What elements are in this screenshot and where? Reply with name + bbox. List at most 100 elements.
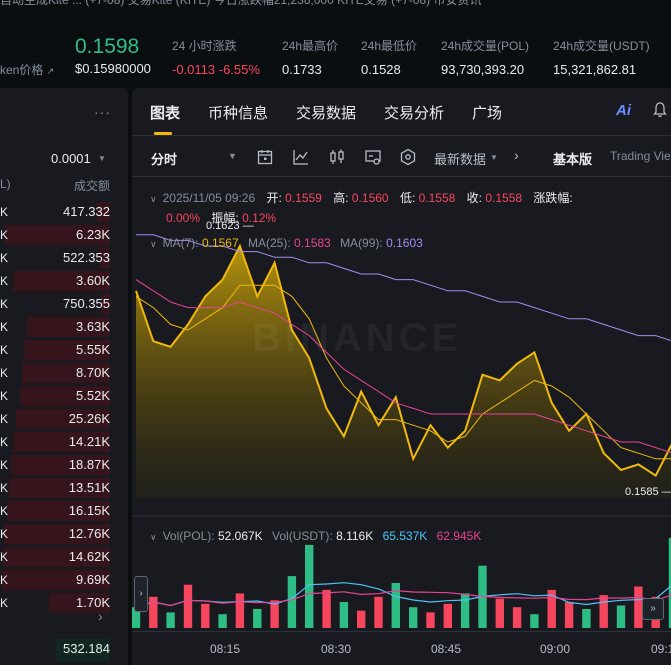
order-book-row[interactable]: K 12.76K: [0, 522, 128, 545]
vol-ma2-value: 62.945K: [436, 529, 482, 543]
volume-bar: [495, 598, 504, 628]
chart-settings-icon[interactable]: [364, 148, 382, 166]
latest-data-select[interactable]: 最新数据: [434, 152, 487, 167]
chevron-right-icon[interactable]: ›: [98, 608, 103, 624]
precision-select[interactable]: 0.0001: [51, 151, 91, 166]
last-price-marker: 0.1585 —: [625, 486, 671, 498]
order-book-row[interactable]: K 16.15K: [0, 499, 128, 522]
order-book-row[interactable]: K 5.55K: [0, 338, 128, 361]
price-currency-label[interactable]: ken价格 ↗: [0, 61, 54, 78]
active-tab-indicator: [154, 132, 172, 135]
vol-ma1-value: 65.537K: [382, 529, 428, 543]
volume-bar: [183, 584, 193, 628]
calendar-icon[interactable]: [256, 148, 274, 166]
price-usd: $0.15980000: [75, 61, 151, 76]
ticker-header: 0.1598 ken价格 ↗ $0.15980000 24 小时涨跌 -0.01…: [0, 8, 671, 86]
more-options-icon[interactable]: ···: [94, 104, 111, 120]
order-book-row[interactable]: K 3.63K: [0, 315, 128, 338]
order-book-row[interactable]: K 9.69K: [0, 568, 128, 591]
indicator-chart-icon[interactable]: [292, 148, 310, 166]
tab-trading-data[interactable]: 交易数据: [296, 105, 357, 122]
candlestick-icon[interactable]: [328, 148, 346, 166]
chevron-down-icon[interactable]: ∨: [150, 532, 157, 542]
volume-bar: [287, 576, 297, 628]
order-amount: 3.63K: [76, 319, 110, 334]
volume-bar: [582, 609, 591, 628]
tab-trading-analysis[interactable]: 交易分析: [384, 105, 445, 122]
hexagon-settings-icon[interactable]: [399, 148, 417, 166]
order-book-row[interactable]: K 14.21K: [0, 430, 128, 453]
chevron-down-icon[interactable]: ▼: [490, 153, 498, 162]
order-amount: 522.353: [63, 250, 110, 265]
order-quantity-suffix: K: [0, 274, 9, 288]
chart-canvas[interactable]: [132, 178, 671, 631]
open-value: 0.1559: [285, 191, 322, 205]
order-book-row[interactable]: K 18.87K: [0, 453, 128, 476]
chevron-right-icon[interactable]: ›: [514, 147, 519, 163]
order-book-row[interactable]: K 417.332: [0, 200, 128, 223]
stat-label: 24h成交量(USDT): [553, 39, 650, 53]
time-tick: 08:45: [431, 642, 462, 656]
price-area: [136, 246, 671, 498]
tab-chart[interactable]: 图表: [150, 105, 181, 122]
ma7-line: [135, 284, 671, 460]
order-book-buy-row[interactable]: 532.184: [0, 635, 128, 665]
order-quantity-suffix: K: [0, 320, 9, 334]
depth-bar: [11, 455, 110, 475]
order-book-row[interactable]: K 13.51K: [0, 476, 128, 499]
chevron-down-icon[interactable]: ∨: [150, 194, 157, 204]
ma7-label: MA(7):: [162, 236, 199, 250]
tab-coin-info[interactable]: 币种信息: [208, 105, 269, 122]
order-book-row[interactable]: K 14.62K: [0, 545, 128, 568]
ma99-line: [136, 234, 671, 342]
order-book-row[interactable]: K 5.52K: [0, 384, 128, 407]
high-price-marker: 0.1623 —: [206, 220, 254, 232]
tradingview-toggle[interactable]: Trading View: [610, 149, 671, 163]
last-price: 0.1598: [75, 35, 140, 58]
low-value: 0.1558: [418, 191, 456, 205]
interval-select[interactable]: 分时: [151, 152, 178, 167]
order-book-row[interactable]: K 750.355: [0, 292, 128, 315]
order-amount: 5.52K: [76, 388, 110, 403]
volume-bar: [166, 612, 175, 628]
order-book-row[interactable]: K 6.23K: [0, 223, 128, 246]
order-quantity-suffix: K: [0, 297, 9, 311]
depth-bar: [13, 432, 110, 452]
ai-assistant-icon[interactable]: Ai: [616, 102, 631, 119]
volume-ma-long-line: [135, 589, 671, 608]
tab-square[interactable]: 广场: [472, 105, 503, 122]
order-quantity-suffix: K: [0, 412, 9, 426]
volume-bar: [322, 589, 331, 628]
chevron-down-icon[interactable]: ∨: [150, 239, 157, 249]
scroll-left-button[interactable]: ›: [134, 576, 148, 612]
stat-label: 24h最低价: [361, 39, 418, 53]
order-amount: 750.355: [63, 296, 110, 311]
bell-icon[interactable]: [653, 102, 667, 118]
basic-view-toggle[interactable]: 基本版: [553, 152, 593, 167]
chevron-down-icon[interactable]: ▼: [98, 154, 106, 163]
chart-toolbar: 分时 ▼ 最新数据 ▼: [132, 137, 671, 177]
order-book-row[interactable]: K 522.353: [0, 246, 128, 269]
time-axis: 08:15 08:30 08:45 09:00 09:1: [132, 631, 671, 665]
volume-bar: [460, 593, 470, 628]
order-amount: 14.21K: [68, 434, 110, 449]
chevron-down-icon[interactable]: ▼: [228, 151, 237, 161]
volume-bar: [201, 603, 210, 628]
price-chart[interactable]: BINANCE ∨ 2025/11/05 09:26 开: 0.1559 高: 0…: [132, 178, 671, 665]
scroll-right-button[interactable]: »: [642, 598, 664, 620]
order-book-row[interactable]: K 25.26K: [0, 407, 128, 430]
depth-bar: [99, 248, 110, 268]
order-book-row[interactable]: K 3.60K: [0, 269, 128, 292]
binance-watermark: BINANCE: [252, 316, 463, 360]
volume-bar: [339, 602, 349, 628]
order-book-row[interactable]: K 1.70K: [0, 591, 128, 614]
order-quantity-suffix: K: [0, 343, 9, 357]
external-link-icon: ↗: [46, 66, 55, 76]
stat-24h-change: 24 小时涨跌 -0.0113 -6.55%: [172, 37, 260, 77]
time-tick: 08:15: [210, 642, 241, 656]
order-book-row[interactable]: K 8.70K: [0, 361, 128, 384]
volume-bar: [132, 607, 141, 628]
order-amount: 16.15K: [68, 503, 110, 518]
stat-value: 15,321,862.81: [553, 62, 637, 77]
depth-bar: [9, 478, 110, 498]
